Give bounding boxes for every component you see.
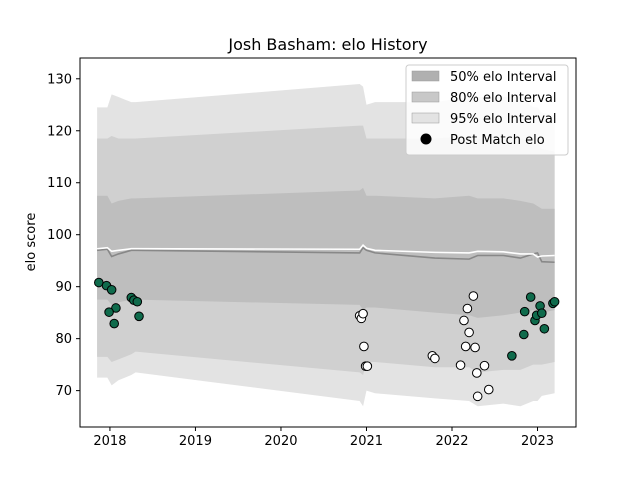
x-tick-label: 2019	[179, 434, 212, 449]
chart-title: Josh Basham: elo History	[227, 35, 427, 54]
data-point	[459, 315, 469, 326]
legend: 50% elo Interval 80% elo Interval 95% elo …	[405, 64, 569, 156]
data-point	[455, 360, 466, 370]
y-axis-label: elo score	[24, 213, 39, 272]
data-point	[519, 306, 530, 317]
data-point	[539, 323, 550, 334]
data-point	[525, 292, 536, 302]
data-point	[358, 308, 368, 319]
data-point	[362, 361, 373, 371]
legend-box	[405, 64, 569, 156]
data-point	[430, 353, 440, 364]
x-tick-label: 2021	[350, 434, 383, 449]
y-tick-label: 80	[55, 332, 72, 347]
y-tick-label: 110	[47, 176, 72, 191]
y-axis-ticks: 70 80 90 100 110 120 130	[47, 72, 80, 399]
data-point	[536, 308, 547, 318]
data-point	[479, 360, 490, 371]
data-point	[104, 307, 114, 317]
x-tick-label: 2020	[264, 434, 297, 449]
data-point	[132, 296, 143, 307]
data-point	[460, 341, 471, 352]
data-point	[519, 329, 529, 340]
y-tick-label: 120	[47, 124, 72, 139]
data-point	[464, 327, 474, 338]
y-tick-label: 130	[47, 72, 72, 87]
x-tick-label: 2022	[435, 434, 468, 449]
post-match-points	[94, 277, 560, 402]
legend-label: 80% elo Interval	[450, 91, 557, 106]
legend-swatch	[411, 91, 440, 103]
legend-label: Post Match elo	[450, 133, 545, 148]
data-point	[109, 318, 120, 329]
x-axis-ticks: 2018 2019 2020 2021 2022 2023	[93, 427, 554, 449]
data-point	[462, 303, 473, 314]
data-point	[134, 311, 144, 322]
plot-area	[94, 83, 560, 407]
y-tick-label: 90	[55, 280, 72, 295]
data-point	[468, 291, 479, 301]
legend-marker	[420, 133, 432, 145]
data-point	[507, 350, 517, 361]
x-tick-label: 2023	[521, 434, 554, 449]
data-point	[470, 342, 480, 353]
data-point	[472, 391, 483, 402]
legend-label: 50% elo Interval	[450, 70, 557, 85]
x-tick-label: 2018	[93, 434, 126, 449]
data-point	[106, 284, 117, 295]
legend-swatch	[411, 70, 440, 82]
legend-label: 95% elo Interval	[450, 112, 557, 127]
data-point	[359, 341, 369, 352]
data-point	[549, 296, 560, 307]
y-tick-label: 100	[47, 228, 72, 243]
plot-frame	[79, 57, 577, 428]
legend-swatch	[411, 112, 440, 124]
y-tick-label: 70	[55, 384, 72, 399]
data-point	[483, 384, 494, 395]
mean-elo-line	[97, 243, 555, 258]
data-point	[111, 303, 121, 313]
data-point	[472, 368, 482, 378]
